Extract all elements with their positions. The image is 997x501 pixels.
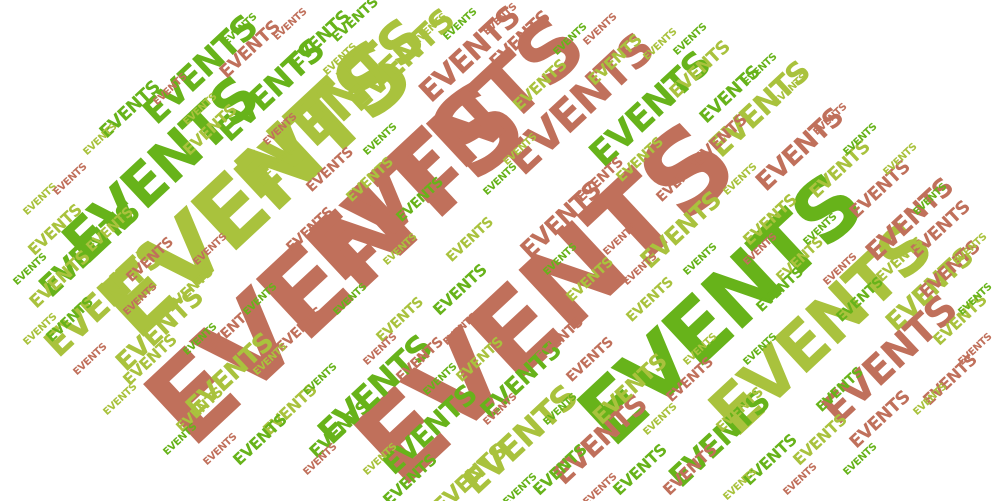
cloud-word: EVENTS <box>100 381 139 418</box>
cloud-word: EVENTS <box>789 410 851 470</box>
cloud-word: EVENTS <box>50 161 89 198</box>
